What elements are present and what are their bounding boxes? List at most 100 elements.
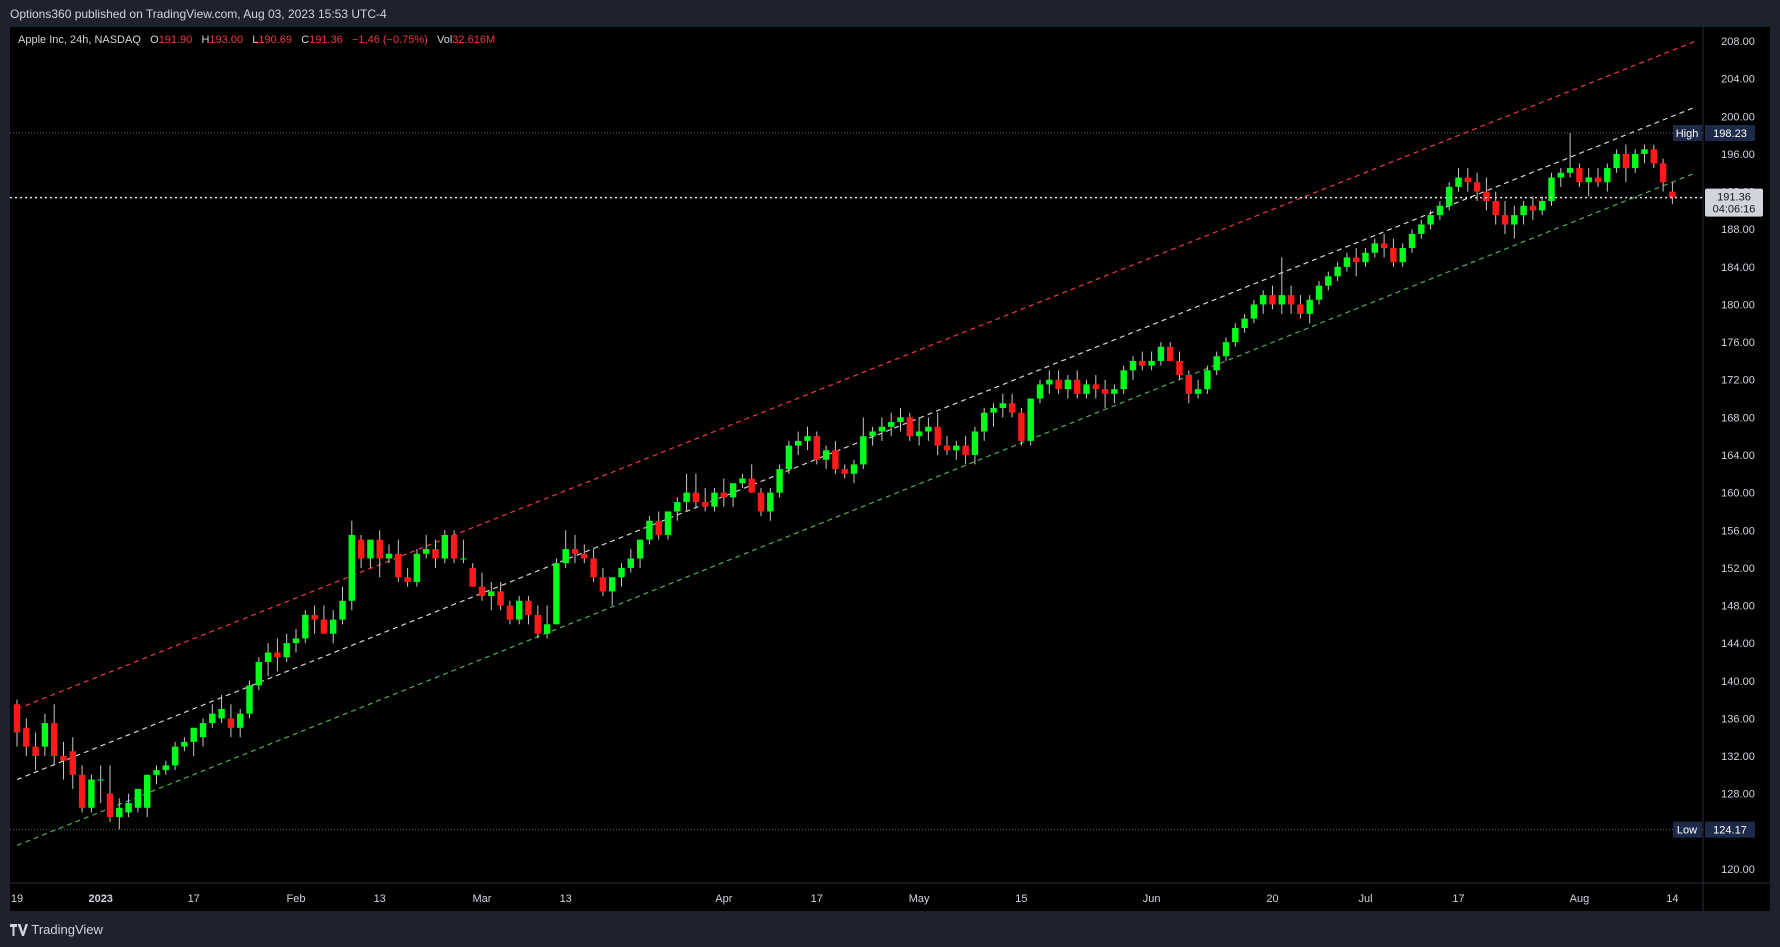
candle-body[interactable] [395,553,402,578]
candle-body[interactable] [516,600,523,620]
candle-body[interactable] [367,539,374,559]
candle-body[interactable] [795,440,802,446]
candle-body[interactable] [1046,379,1053,385]
candle-body[interactable] [1622,153,1630,169]
candle-body[interactable] [1204,370,1211,390]
candle-body[interactable] [860,436,867,465]
candle-body[interactable] [1036,384,1044,399]
candle-body[interactable] [348,534,355,601]
candle-body[interactable] [1399,248,1406,263]
lower-channel-line[interactable] [16,172,1696,846]
candle-body[interactable] [1148,360,1155,366]
candle-body[interactable] [1343,257,1351,267]
candle-body[interactable] [1436,205,1444,216]
candle-body[interactable] [1213,356,1220,371]
candle-body[interactable] [488,591,495,597]
candle-body[interactable] [534,614,541,634]
candle-body[interactable] [116,807,123,818]
candle-body[interactable] [822,450,830,460]
candle-body[interactable] [1083,384,1090,394]
candle-body[interactable] [311,614,318,620]
candle-body[interactable] [88,779,95,808]
tradingview-logo[interactable]: TradingView [10,922,103,937]
candle-body[interactable] [1185,375,1192,394]
candle-body[interactable] [357,539,365,559]
candle-body[interactable] [97,779,104,781]
candle-body[interactable] [69,751,76,775]
candle-body[interactable] [804,436,811,441]
candle-body[interactable] [1455,177,1462,187]
candle-body[interactable] [1408,233,1416,249]
candle-body[interactable] [1325,276,1332,286]
candle-body[interactable] [841,469,848,474]
candle-body[interactable] [590,558,597,578]
candle-body[interactable] [1418,224,1425,234]
candle-body[interactable] [1464,177,1471,183]
candle-body[interactable] [255,661,262,686]
candle-body[interactable] [1520,205,1527,216]
candle-body[interactable] [720,492,727,498]
candle-body[interactable] [1334,266,1341,277]
candle-body[interactable] [1101,389,1109,394]
candle-body[interactable] [1576,168,1583,183]
candle-body[interactable] [543,624,551,634]
candle-body[interactable] [209,713,216,724]
candle-body[interactable] [376,539,383,559]
candle-body[interactable] [1483,191,1490,202]
candle-body[interactable] [636,539,644,559]
candle-body[interactable] [1269,295,1276,305]
candle-body[interactable] [13,704,21,733]
candle-body[interactable] [664,511,672,535]
candle-body[interactable] [1139,360,1146,366]
candle-body[interactable] [32,746,39,757]
candle-body[interactable] [478,586,486,597]
candle-body[interactable] [646,520,653,540]
candle-body[interactable] [162,765,169,771]
candle-body[interactable] [1055,379,1062,390]
candle-body[interactable] [729,483,737,498]
candle-body[interactable] [1353,257,1360,263]
candle-body[interactable] [302,614,309,639]
candle-body[interactable] [1641,149,1648,154]
candle-body[interactable] [1632,153,1639,169]
candle-body[interactable] [776,469,783,493]
candle-body[interactable] [320,619,328,634]
candle-body[interactable] [181,741,188,747]
candle-body[interactable] [41,723,49,747]
candle-body[interactable] [469,567,476,587]
candle-body[interactable] [1176,360,1183,376]
candle-body[interactable] [1306,299,1313,314]
candle-body[interactable] [450,534,458,559]
candle-body[interactable] [423,549,430,554]
candle-body[interactable] [1222,342,1230,357]
candle-body[interactable] [1157,346,1165,361]
candle-body[interactable] [1008,403,1016,413]
candle-body[interactable] [506,605,514,620]
candle-body[interactable] [1539,201,1546,211]
candle-body[interactable] [274,652,281,658]
candle-body[interactable] [850,464,858,474]
candle-body[interactable] [1064,379,1072,390]
candle-body[interactable] [199,723,207,738]
candle-body[interactable] [1074,379,1081,394]
candle-body[interactable] [1659,163,1667,183]
candle-body[interactable] [897,417,904,423]
candle-body[interactable] [711,492,718,507]
candle-body[interactable] [1027,398,1034,441]
candle-body[interactable] [1650,149,1657,164]
candle-body[interactable] [1557,172,1564,178]
candle-body[interactable] [1566,168,1574,173]
candle-body[interactable] [674,502,681,512]
candle-body[interactable] [785,445,793,470]
candle-body[interactable] [553,563,560,625]
candle-body[interactable] [432,549,439,559]
candle-body[interactable] [683,492,690,503]
candle-body[interactable] [339,600,346,620]
candle-body[interactable] [330,619,337,634]
candle-body[interactable] [497,591,504,606]
candle-body[interactable] [692,492,700,503]
candle-body[interactable] [767,492,774,512]
candle-body[interactable] [1548,177,1555,202]
candle-body[interactable] [888,422,895,427]
